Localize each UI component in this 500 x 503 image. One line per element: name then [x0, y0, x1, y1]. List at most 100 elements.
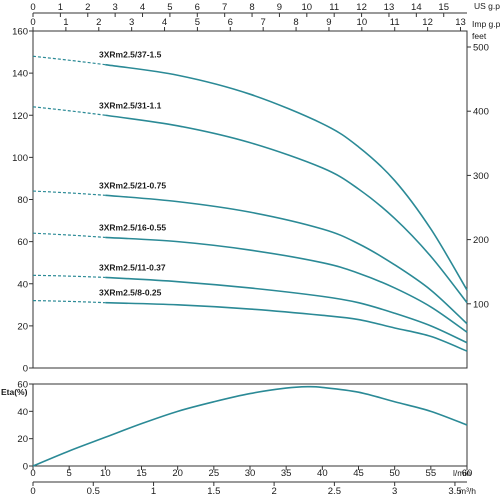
head-curve-shutoff-dashed	[32, 106, 106, 116]
head-curve-line	[105, 236, 468, 333]
head-y-tick-label: 0	[23, 364, 28, 375]
feet-tick-label: 400	[473, 107, 489, 118]
eta-y-tick-label: 40	[17, 407, 28, 418]
imp-gpm-tick-label: 4	[162, 17, 167, 28]
head-y-tick-label: 40	[17, 279, 28, 290]
us-gpm-tick-label: 5	[167, 2, 172, 13]
imp-gpm-tick-label: 0	[30, 17, 35, 28]
us-gpm-unit-label: US g.p.m	[474, 1, 500, 11]
imp-gpm-tick-label: 6	[228, 17, 233, 28]
head-curve-line	[105, 276, 468, 344]
eta-curve-line	[32, 385, 468, 467]
m3h-tick-label: 0	[30, 486, 35, 497]
head-curve-shutoff-dashed	[32, 300, 106, 304]
m3h-tick-label: 1	[151, 486, 156, 497]
lmin-tick-label: 0	[30, 468, 35, 479]
lmin-tick-label: 60	[462, 468, 473, 479]
head-curve-shutoff-dashed	[32, 55, 106, 66]
us-gpm-tick-label: 7	[222, 2, 227, 13]
eta-y-tick-label: 60	[17, 380, 28, 391]
lmin-tick-label: 5	[67, 468, 72, 479]
lmin-tick-label: 20	[172, 468, 183, 479]
series-label: 3XRm2.5/37-1.5	[99, 50, 162, 60]
head-y-tick-label: 60	[17, 237, 28, 248]
us-gpm-tick-label: 8	[249, 2, 254, 13]
us-gpm-tick-label: 9	[277, 2, 282, 13]
imp-gpm-tick-label: 10	[357, 17, 368, 28]
us-gpm-tick-label: 11	[329, 2, 339, 13]
imp-gpm-tick-label: 13	[455, 17, 466, 28]
lmin-tick-label: 15	[136, 468, 147, 479]
head-y-tick-label: 20	[17, 321, 28, 332]
m3h-tick-label: 3	[392, 486, 397, 497]
m3h-tick-label: 3.5	[448, 486, 461, 497]
eta-axis-label: Eta(%)	[1, 387, 28, 397]
imp-gpm-tick-label: 2	[96, 17, 101, 28]
imp-gpm-tick-label: 1	[63, 17, 68, 28]
us-gpm-tick-label: 12	[356, 2, 367, 13]
head-curve-line	[105, 114, 468, 304]
head-curve-shutoff-dashed	[32, 190, 106, 196]
lmin-unit-label: l/min	[453, 468, 471, 478]
imp-gpm-tick-label: 7	[261, 17, 266, 28]
imp-gpm-tick-label: 8	[293, 17, 298, 28]
feet-tick-label: 100	[473, 299, 489, 310]
us-gpm-tick-label: 6	[195, 2, 200, 13]
lmin-tick-label: 35	[281, 468, 292, 479]
series-label: 3XRm2.5/21-0.75	[99, 180, 166, 190]
head-y-tick-label: 160	[12, 27, 28, 38]
head-curve-line	[105, 194, 468, 325]
eta-plot-frame	[32, 383, 468, 467]
eta-y-tick-label: 0	[23, 462, 28, 473]
series-label: 3XRm2.5/31-1.1	[99, 100, 162, 110]
head-curve-line	[105, 63, 468, 291]
us-gpm-tick-label: 1	[58, 2, 63, 13]
feet-unit-label: feet	[472, 31, 487, 41]
head-y-tick-label: 140	[12, 69, 28, 80]
us-gpm-tick-label: 13	[384, 2, 395, 13]
curves	[32, 55, 468, 467]
lmin-tick-label: 40	[317, 468, 328, 479]
us-gpm-tick-label: 15	[438, 2, 449, 13]
head-curve-line	[105, 301, 468, 352]
us-gpm-tick-label: 3	[112, 2, 117, 13]
lmin-tick-label: 50	[389, 468, 400, 479]
lmin-tick-label: 25	[209, 468, 220, 479]
m3h-tick-label: 1.5	[207, 486, 220, 497]
feet-tick-label: 200	[473, 235, 489, 246]
feet-tick-label: 300	[473, 171, 489, 182]
head-curve-shutoff-dashed	[32, 274, 106, 279]
axis-ticks: 0 1 2 3 4 5 6 7 8 9 10 11 12 13 14 150 1 2 3 4 5 6 7 8 9 10 11 12 13…	[12, 2, 489, 497]
eta-y-tick-label: 20	[17, 434, 28, 445]
lmin-tick-label: 45	[353, 468, 364, 479]
m3h-tick-label: 2.5	[328, 486, 341, 497]
imp-gpm-tick-label: 11	[390, 17, 400, 28]
imp-gpm-tick-label: 5	[195, 17, 200, 28]
m3h-unit-label: m³/h	[459, 486, 476, 496]
m3h-tick-label: 2	[271, 486, 276, 497]
head-curve-shutoff-dashed	[32, 232, 106, 239]
imp-gpm-tick-label: 12	[422, 17, 433, 28]
series-label: 3XRm2.5/8-0.25	[99, 288, 162, 298]
imp-gpm-unit-label: Imp g.p.m	[472, 19, 500, 29]
us-gpm-tick-label: 0	[30, 2, 35, 13]
lmin-tick-label: 55	[426, 468, 437, 479]
imp-gpm-tick-label: 3	[129, 17, 134, 28]
lmin-tick-label: 10	[100, 468, 111, 479]
head-plot-frame	[32, 30, 468, 369]
head-y-tick-label: 80	[17, 195, 28, 206]
us-gpm-tick-label: 10	[302, 2, 313, 13]
imp-gpm-tick-label: 9	[326, 17, 331, 28]
head-y-tick-label: 100	[12, 153, 28, 164]
curve-labels: 3XRm2.5/37-1.5 3XRm2.5/31-1.1 3XRm2.5/21-0…	[99, 50, 166, 298]
us-gpm-tick-label: 14	[411, 2, 422, 13]
head-y-tick-label: 120	[12, 111, 28, 122]
us-gpm-tick-label: 2	[85, 2, 90, 13]
series-label: 3XRm2.5/11-0.37	[99, 262, 166, 272]
m3h-tick-label: 0.5	[87, 486, 100, 497]
lmin-tick-label: 30	[245, 468, 256, 479]
series-label: 3XRm2.5/16-0.55	[99, 222, 166, 232]
us-gpm-tick-label: 4	[140, 2, 145, 13]
feet-tick-label: 500	[473, 43, 489, 54]
